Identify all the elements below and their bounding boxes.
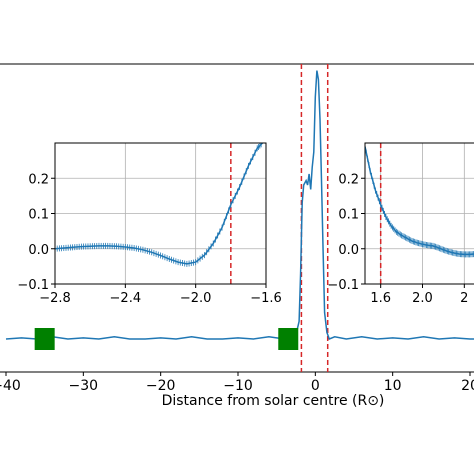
main-x-tick-label: 10 — [384, 378, 402, 394]
inset-left-y-tick-label: 0.2 — [28, 172, 49, 187]
inset-left-x-tick-label: −2.0 — [180, 291, 212, 306]
inset-left-y-tick-label: −0.1 — [17, 278, 49, 293]
inset-right-x-tick-label: 1.6 — [370, 291, 391, 306]
green-square-marker — [278, 328, 299, 350]
inset-right-axes: 1.6 2.0 2 −0.1 0.0 0.1 0.2 — [327, 142, 474, 306]
inset-right-y-tick-label: 0.2 — [338, 172, 359, 187]
inset-left-y-tick-label: 0.1 — [28, 208, 49, 223]
green-square-marker — [34, 328, 55, 350]
inset-right-plot-area — [365, 143, 474, 284]
main-x-tick-label: −40 — [0, 378, 21, 394]
inset-right-x-tick-label: 2 — [460, 291, 468, 306]
inset-right-y-tick-label: −0.1 — [327, 278, 359, 293]
main-x-tick-label: −30 — [69, 378, 99, 394]
main-x-tick-label: −10 — [223, 378, 253, 394]
inset-right-y-tick-label: 0.0 — [338, 243, 359, 258]
main-x-tick-label: −20 — [146, 378, 176, 394]
inset-left-y-tick-label: 0.0 — [28, 243, 49, 258]
main-x-tick-label: 20 — [461, 378, 474, 394]
inset-right-x-tick-label: 2.0 — [412, 291, 433, 306]
inset-left-x-tick-label: −2.4 — [110, 291, 142, 306]
inset-left-x-tick-label: −2.8 — [39, 291, 71, 306]
inset-left-axes: −2.8 −2.4 −2.0 −1.6 −0.1 0.0 0.1 0.2 — [17, 142, 282, 306]
main-axes: −40 −30 −20 −10 0 10 20 — [0, 63, 474, 394]
main-x-axis-label: Distance from solar centre (R⊙) — [162, 393, 385, 409]
main-x-tick-label: 0 — [311, 378, 320, 394]
inset-right-y-tick-label: 0.1 — [338, 208, 359, 223]
inset-left-plot-area — [55, 143, 264, 284]
inset-left-x-tick-label: −1.6 — [250, 291, 282, 306]
main-series-line — [5, 70, 474, 340]
